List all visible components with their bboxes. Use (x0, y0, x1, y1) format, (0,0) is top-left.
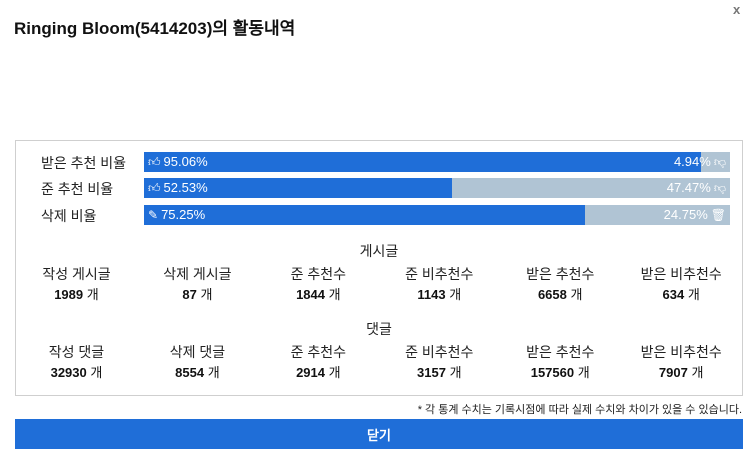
edit-icon: ✎ (148, 207, 159, 222)
ratio-bar-fill (144, 205, 585, 225)
stat-deleted-comments: 삭제 댓글 8554 개 (169, 344, 226, 380)
thumbs-up-icon: 👍︎ (148, 180, 161, 195)
ratio-label: 받은 추천 비율 (41, 155, 127, 171)
ratio-right-value: 4.94% (673, 154, 711, 169)
stat-given-recommend: 준 추천수 2914 개 (290, 344, 347, 380)
ratio-label: 준 추천 비율 (41, 181, 114, 197)
ratio-bar: 👍︎ 95.06% 4.94% 👎︎ (144, 152, 730, 172)
comments-stats: 작성 댓글 32930 개 삭제 댓글 8554 개 준 추천수 2914 개 … (16, 343, 742, 382)
ratio-right-value: 47.47% (666, 180, 711, 195)
ratio-bar-fill (144, 178, 452, 198)
stat-given-unrecommend: 준 비추천수 3157 개 (405, 344, 474, 380)
ratio-bar: 👍︎ 52.53% 47.47% 👎︎ (144, 178, 730, 198)
close-icon[interactable]: x (733, 2, 741, 17)
ratio-left-value: 75.25% (161, 207, 206, 222)
activity-panel: 받은 추천 비율 👍︎ 95.06% 4.94% 👎︎ 준 추천 비율 👍︎ 5… (15, 140, 743, 396)
posts-stats: 작성 게시글 1989 개 삭제 게시글 87 개 준 추천수 1844 개 준… (16, 265, 742, 304)
stat-received-unrecommend: 받은 비추천수 634 개 (640, 266, 722, 302)
stat-given-unrecommend: 준 비추천수 1143 개 (405, 266, 474, 302)
stat-deleted-posts: 삭제 게시글 87 개 (163, 266, 232, 302)
stat-received-recommend: 받은 추천수 6658 개 (526, 266, 595, 302)
ratio-row-delete: 삭제 비율 ✎ 75.25% 24.75% 🗑︎ (16, 205, 742, 225)
thumbs-up-icon: 👍︎ (148, 154, 161, 169)
ratio-right-value: 24.75% (663, 207, 708, 222)
ratio-bar: ✎ 75.25% 24.75% 🗑︎ (144, 205, 730, 225)
dialog-title: Ringing Bloom(5414203)의 활동내역 (14, 19, 296, 38)
ratio-row-received-recommend: 받은 추천 비율 👍︎ 95.06% 4.94% 👎︎ (16, 152, 742, 172)
close-button[interactable]: 닫기 (15, 419, 743, 449)
posts-section-title: 게시글 (359, 243, 399, 259)
stats-notice: * 각 통계 수치는 기록시점에 따라 실제 수치와 차이가 있을 수 있습니다… (417, 404, 742, 416)
comments-section-title: 댓글 (366, 321, 392, 337)
thumbs-down-icon: 👎︎ (713, 154, 726, 169)
thumbs-down-icon: 👎︎ (713, 180, 726, 195)
stat-written-comments: 작성 댓글 32930 개 (48, 344, 105, 380)
ratio-left-value: 52.53% (163, 180, 208, 195)
ratio-label: 삭제 비율 (41, 208, 97, 224)
ratio-row-given-recommend: 준 추천 비율 👍︎ 52.53% 47.47% 👎︎ (16, 178, 742, 198)
ratio-left-value: 95.06% (163, 154, 208, 169)
ratio-bar-fill (144, 152, 702, 172)
stat-given-recommend: 준 추천수 1844 개 (290, 266, 347, 302)
stat-received-unrecommend: 받은 비추천수 7907 개 (640, 344, 722, 380)
stat-written-posts: 작성 게시글 1989 개 (42, 266, 111, 302)
trash-icon: 🗑︎ (710, 207, 726, 222)
stat-received-recommend: 받은 추천수 157560 개 (526, 344, 595, 380)
